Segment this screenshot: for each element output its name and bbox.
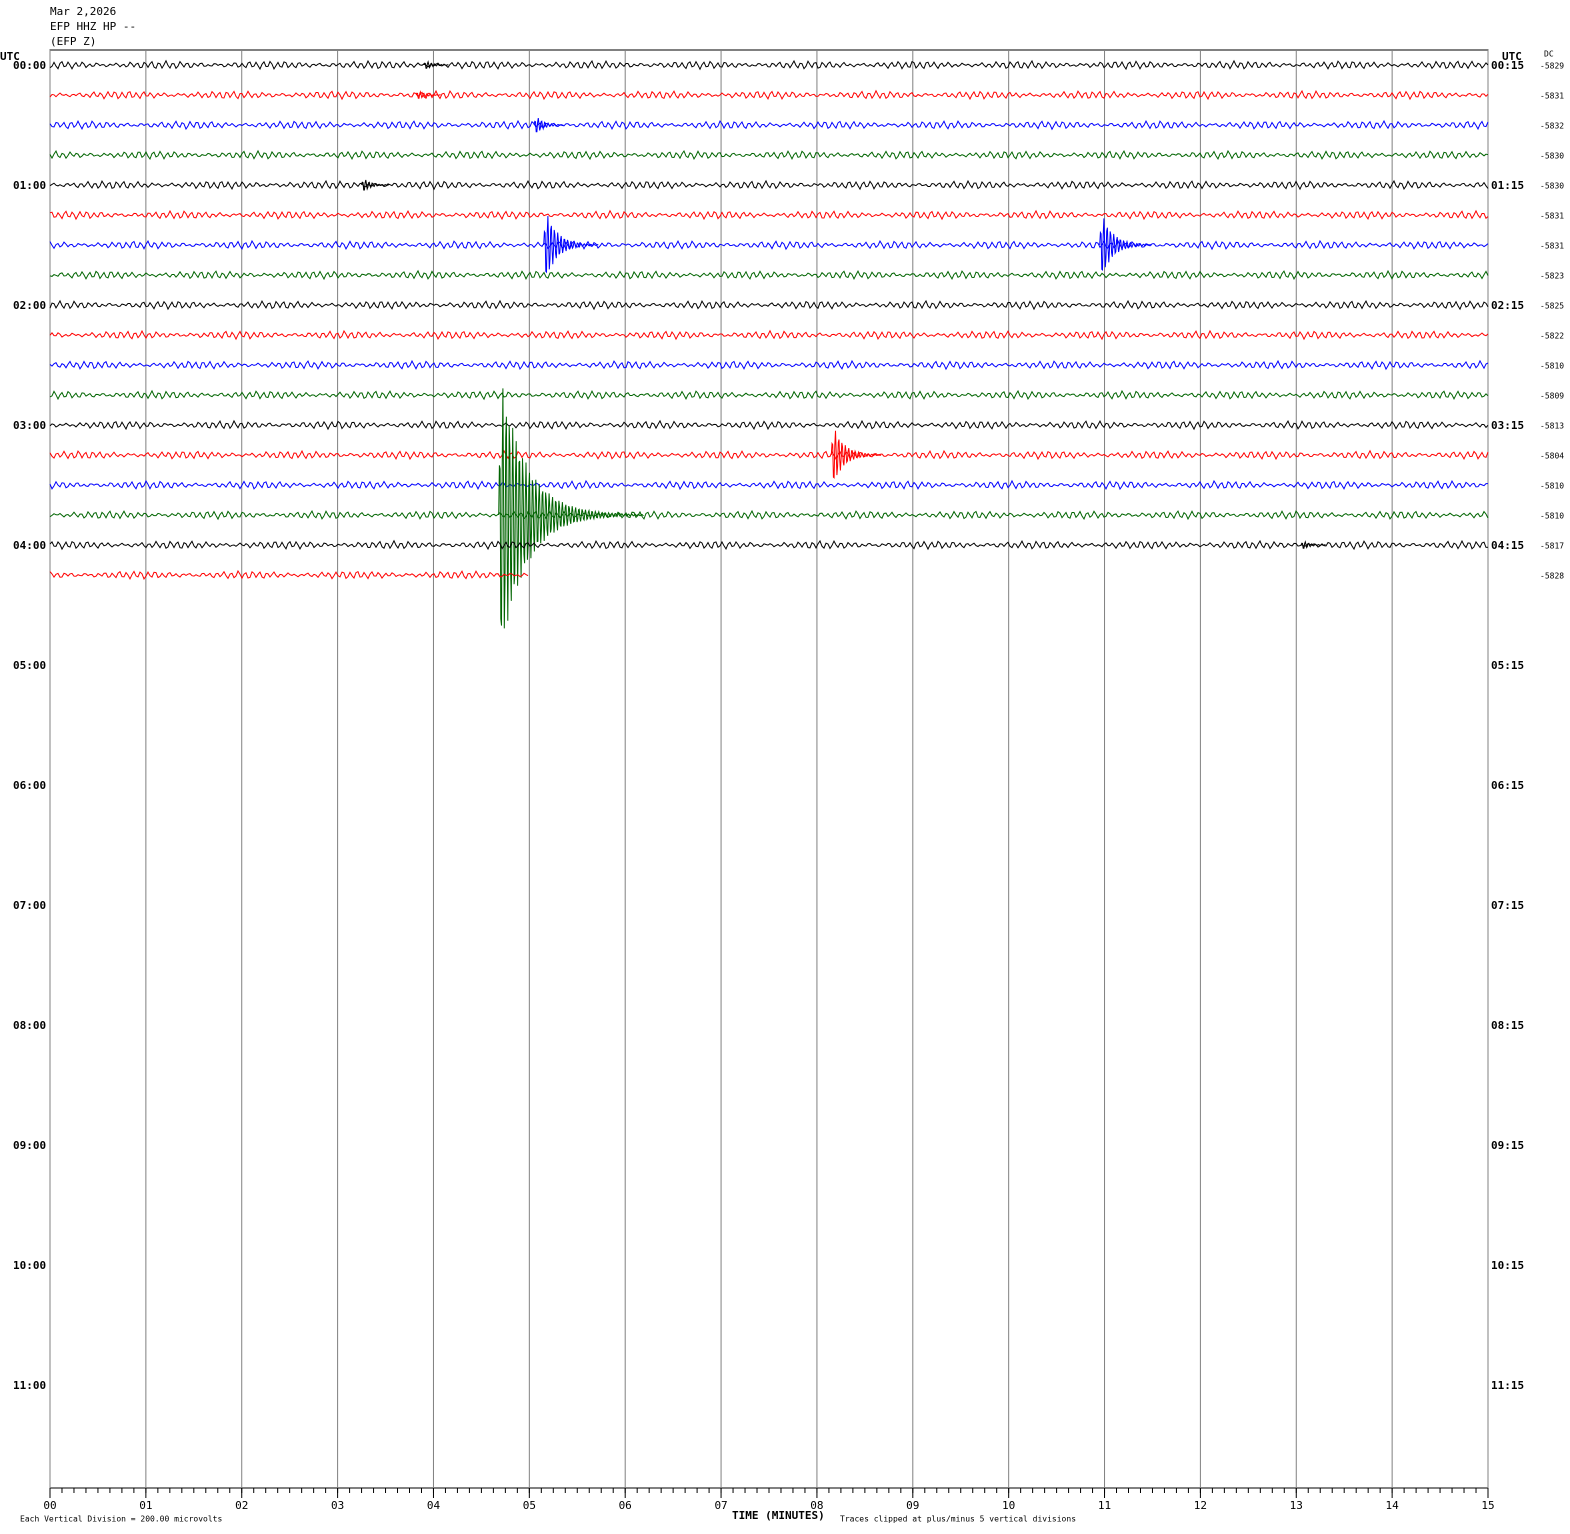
- row-label-left: 06:00: [13, 779, 46, 792]
- row-label-left: 04:00: [13, 539, 46, 552]
- trace: [49, 329, 1489, 341]
- trace: [49, 389, 1489, 401]
- trace: [49, 149, 1489, 161]
- row-label-left: 09:00: [13, 1139, 46, 1152]
- row-label-right: 07:15: [1491, 899, 1524, 912]
- trace: [49, 179, 1489, 191]
- chart-title: Mar 2,2026: [50, 5, 116, 18]
- row-label-left: 05:00: [13, 659, 46, 672]
- dc-label: DC: [1544, 50, 1554, 59]
- trace: [49, 449, 1489, 461]
- x-tick-label: 11: [1098, 1499, 1111, 1512]
- trace: [49, 209, 1489, 221]
- x-tick-label: 13: [1290, 1499, 1303, 1512]
- row-label-right: 04:15: [1491, 539, 1524, 552]
- x-tick-label: 07: [714, 1499, 727, 1512]
- seismic-event: [1300, 540, 1326, 549]
- row-label-right: 10:15: [1491, 1259, 1524, 1272]
- trace: [49, 119, 1489, 131]
- dc-value: -5831: [1540, 212, 1564, 221]
- dc-value: -5823: [1540, 272, 1564, 281]
- seismic-event: [830, 430, 882, 479]
- x-axis-label: TIME (MINUTES): [732, 1509, 825, 1522]
- dc-value: -5813: [1540, 422, 1564, 431]
- dc-value: -5804: [1540, 452, 1564, 461]
- row-label-left: 11:00: [13, 1379, 46, 1392]
- x-tick-label: 01: [139, 1499, 152, 1512]
- seismic-event: [361, 179, 389, 191]
- row-label-right: 00:15: [1491, 59, 1524, 72]
- row-label-left: 07:00: [13, 899, 46, 912]
- seismic-event: [533, 118, 564, 133]
- dc-value: -5832: [1540, 122, 1564, 131]
- seismic-event: [415, 90, 441, 99]
- dc-value: -5825: [1540, 302, 1564, 311]
- x-tick-label: 04: [427, 1499, 441, 1512]
- trace: [49, 359, 1489, 371]
- row-label-right: 11:15: [1491, 1379, 1524, 1392]
- dc-value: -5810: [1540, 512, 1564, 521]
- dc-value: -5822: [1540, 332, 1564, 341]
- x-tick-label: 08: [810, 1499, 823, 1512]
- row-label-left: 08:00: [13, 1019, 46, 1032]
- seismic-event: [498, 388, 644, 629]
- row-label-left: 01:00: [13, 179, 46, 192]
- dc-value: -5810: [1540, 482, 1564, 491]
- x-tick-label: 12: [1194, 1499, 1207, 1512]
- dc-value: -5830: [1540, 182, 1564, 191]
- row-label-right: 02:15: [1491, 299, 1524, 312]
- x-tick-label: 00: [43, 1499, 56, 1512]
- row-label-right: 08:15: [1491, 1019, 1524, 1032]
- row-label-left: 02:00: [13, 299, 46, 312]
- dc-value: -5830: [1540, 152, 1564, 161]
- subtitle: EFP HHZ HP --: [50, 20, 136, 33]
- trace: [49, 569, 529, 581]
- trace: [49, 59, 1489, 71]
- dc-value: -5817: [1540, 542, 1564, 551]
- seismic-event: [543, 215, 599, 274]
- dc-value: -5828: [1540, 572, 1564, 581]
- dc-value: -5829: [1540, 62, 1564, 71]
- subtitle: (EFP Z): [50, 35, 96, 48]
- x-tick-label: 10: [1002, 1499, 1015, 1512]
- row-label-right: 01:15: [1491, 179, 1524, 192]
- dc-value: -5810: [1540, 362, 1564, 371]
- x-tick-label: 15: [1481, 1499, 1494, 1512]
- trace: [49, 539, 1489, 551]
- trace: [49, 89, 1489, 101]
- x-tick-label: 14: [1386, 1499, 1400, 1512]
- trace: [49, 269, 1489, 281]
- dc-value: -5831: [1540, 242, 1564, 251]
- utc-label-right: UTC: [1502, 50, 1522, 63]
- trace: [49, 299, 1489, 311]
- x-tick-label: 05: [523, 1499, 536, 1512]
- utc-label-left: UTC: [0, 50, 20, 63]
- row-label-left: 00:00: [13, 59, 46, 72]
- seismic-event: [1099, 218, 1152, 271]
- x-tick-label: 02: [235, 1499, 248, 1512]
- seismic-event: [423, 60, 449, 69]
- trace: [49, 239, 1489, 251]
- dc-value: -5831: [1540, 92, 1564, 101]
- scale-note: Each Vertical Division = 200.00 microvol…: [20, 1515, 222, 1524]
- trace: [49, 509, 1489, 521]
- row-label-right: 09:15: [1491, 1139, 1524, 1152]
- clip-note: Traces clipped at plus/minus 5 vertical …: [840, 1515, 1076, 1524]
- dc-value: -5809: [1540, 392, 1564, 401]
- trace: [49, 479, 1488, 491]
- x-tick-label: 06: [619, 1499, 632, 1512]
- x-tick-label: 03: [331, 1499, 344, 1512]
- trace: [49, 419, 1489, 431]
- row-label-left: 10:00: [13, 1259, 46, 1272]
- row-label-right: 06:15: [1491, 779, 1524, 792]
- row-label-left: 03:00: [13, 419, 46, 432]
- row-label-right: 05:15: [1491, 659, 1524, 672]
- x-tick-label: 09: [906, 1499, 919, 1512]
- row-label-right: 03:15: [1491, 419, 1524, 432]
